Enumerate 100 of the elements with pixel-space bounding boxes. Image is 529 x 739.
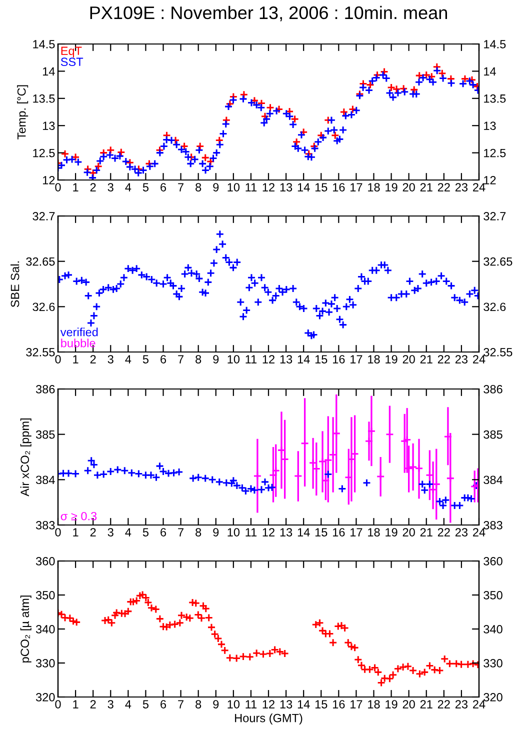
x-tick-label: 15 bbox=[315, 355, 328, 364]
x-tick-label: 5 bbox=[142, 183, 148, 192]
x-tick-label: 20 bbox=[402, 528, 415, 536]
x-tick-label: 7 bbox=[178, 183, 184, 192]
y-tick-label: 383 bbox=[36, 521, 55, 530]
y2-tick-label: 384 bbox=[484, 476, 503, 484]
y-tick-label: 12.5 bbox=[33, 148, 55, 158]
x-tick-label: 24 bbox=[473, 355, 486, 364]
y-axis-title: Air xCO₂ [ppm] bbox=[20, 418, 32, 496]
x-tick-label: 15 bbox=[315, 700, 328, 708]
x-tick-label: 0 bbox=[55, 528, 61, 536]
y2-tick-label: 350 bbox=[484, 591, 502, 600]
y-tick-label: 360 bbox=[36, 557, 55, 566]
y-axis-title: SBE Sal. bbox=[10, 261, 20, 308]
y2-tick-label: 13 bbox=[484, 122, 496, 130]
y-tick-label: 340 bbox=[36, 625, 55, 634]
x-tick-label: 1 bbox=[73, 183, 78, 192]
x-tick-label: 8 bbox=[196, 700, 202, 708]
x-tick-label: 24 bbox=[473, 528, 486, 536]
x-tick-label: 11 bbox=[246, 528, 257, 536]
x-tick-label: 9 bbox=[213, 183, 219, 192]
x-tick-label: 9 bbox=[213, 528, 219, 536]
y2-tick-label: 32.55 bbox=[484, 348, 512, 356]
y-tick-label: 330 bbox=[36, 659, 55, 668]
y-axis-title: Temp. [°C] bbox=[17, 85, 28, 140]
x-tick-label: 24 bbox=[473, 183, 486, 192]
y-tick-label: 386 bbox=[36, 385, 55, 394]
x-tick-label: 8 bbox=[196, 528, 202, 536]
x-tick-label: 1 bbox=[73, 355, 78, 364]
x-tick-label: 13 bbox=[280, 528, 292, 536]
y2-tick-label: 383 bbox=[484, 521, 502, 530]
x-tick-label: 18 bbox=[368, 183, 380, 192]
x-tick-label: 10 bbox=[228, 528, 240, 536]
y-tick-label: 12 bbox=[42, 176, 55, 184]
x-tick-label: 24 bbox=[473, 700, 486, 708]
y-tick-label: 350 bbox=[36, 591, 55, 600]
y-tick-label: 14 bbox=[42, 67, 55, 76]
x-tick-label: 3 bbox=[108, 528, 114, 536]
x-tick-label: 16 bbox=[333, 700, 345, 708]
x-tick-label: 9 bbox=[213, 355, 219, 364]
x-tick-label: 1 bbox=[73, 528, 78, 536]
x-tick-label: 19 bbox=[386, 355, 398, 364]
x-tick-label: 2 bbox=[90, 700, 96, 708]
x-tick-label: 0 bbox=[55, 355, 61, 364]
x-tick-label: 23 bbox=[455, 355, 468, 364]
x-tick-label: 15 bbox=[315, 528, 328, 536]
y2-tick-label: 12.5 bbox=[484, 148, 506, 158]
x-tick-label: 22 bbox=[438, 183, 450, 192]
x-tick-label: 0 bbox=[55, 183, 61, 192]
x-tick-label: 6 bbox=[160, 528, 166, 536]
y2-tick-label: 385 bbox=[484, 430, 502, 439]
x-tick-label: 4 bbox=[125, 700, 132, 708]
x-tick-label: 22 bbox=[438, 355, 450, 364]
y2-tick-label: 32.7 bbox=[484, 212, 506, 220]
chart-title: PX109E : November 13, 2006 : 10min. mean bbox=[90, 6, 447, 22]
x-tick-label: 12 bbox=[262, 355, 274, 364]
x-tick-label: 18 bbox=[368, 528, 380, 536]
x-tick-label: 14 bbox=[298, 700, 310, 708]
x-tick-label: 23 bbox=[455, 700, 468, 708]
y-axis-title: pCO₂ [µ atm] bbox=[20, 596, 32, 662]
y2-tick-label: 12 bbox=[484, 176, 496, 184]
x-tick-label: 16 bbox=[333, 183, 345, 192]
text: SST bbox=[60, 58, 84, 66]
x-tick-label: 21 bbox=[420, 528, 432, 536]
y2-tick-label: 14 bbox=[484, 67, 496, 76]
x-tick-label: 11 bbox=[246, 355, 257, 364]
x-tick-label: 3 bbox=[108, 700, 114, 708]
x-tick-label: 16 bbox=[333, 355, 345, 364]
text: σ ≥ 0.3 bbox=[60, 512, 97, 520]
x-tick-label: 12 bbox=[262, 700, 274, 708]
y-tick-label: 13 bbox=[42, 122, 55, 130]
x-tick-label: 22 bbox=[438, 700, 450, 708]
x-tick-label: 8 bbox=[196, 183, 202, 192]
x-tick-label: 19 bbox=[386, 183, 398, 192]
x-tick-label: 4 bbox=[125, 528, 132, 536]
x-tick-label: 21 bbox=[420, 183, 432, 192]
y-tick-label: 32.55 bbox=[26, 348, 55, 356]
legend-label: bubble bbox=[61, 338, 96, 348]
x-tick-label: 11 bbox=[246, 700, 257, 708]
x-tick-label: 15 bbox=[315, 183, 328, 192]
x-tick-label: 23 bbox=[455, 183, 468, 192]
y2-tick-label: 13.5 bbox=[484, 94, 506, 103]
y2-tick-label: 32.65 bbox=[484, 257, 512, 266]
x-tick-label: 5 bbox=[142, 528, 148, 536]
x-tick-label: 3 bbox=[108, 183, 114, 192]
x-tick-label: 0 bbox=[55, 700, 61, 708]
x-tick-label: 2 bbox=[90, 183, 96, 192]
x-tick-label: 3 bbox=[108, 355, 114, 364]
x-tick-label: 10 bbox=[228, 355, 240, 364]
x-tick-label: 5 bbox=[142, 700, 148, 708]
y2-tick-label: 32.6 bbox=[484, 302, 506, 312]
x-tick-label: 17 bbox=[350, 355, 362, 364]
y-tick-label: 32.65 bbox=[26, 257, 55, 266]
text: EqT bbox=[61, 46, 82, 58]
x-tick-label: 4 bbox=[125, 355, 132, 364]
y-tick-label: 385 bbox=[36, 430, 55, 439]
x-tick-label: 17 bbox=[350, 528, 362, 536]
x-tick-label: 8 bbox=[196, 355, 202, 364]
y2-tick-label: 340 bbox=[484, 625, 502, 634]
x-tick-label: 13 bbox=[280, 183, 292, 192]
